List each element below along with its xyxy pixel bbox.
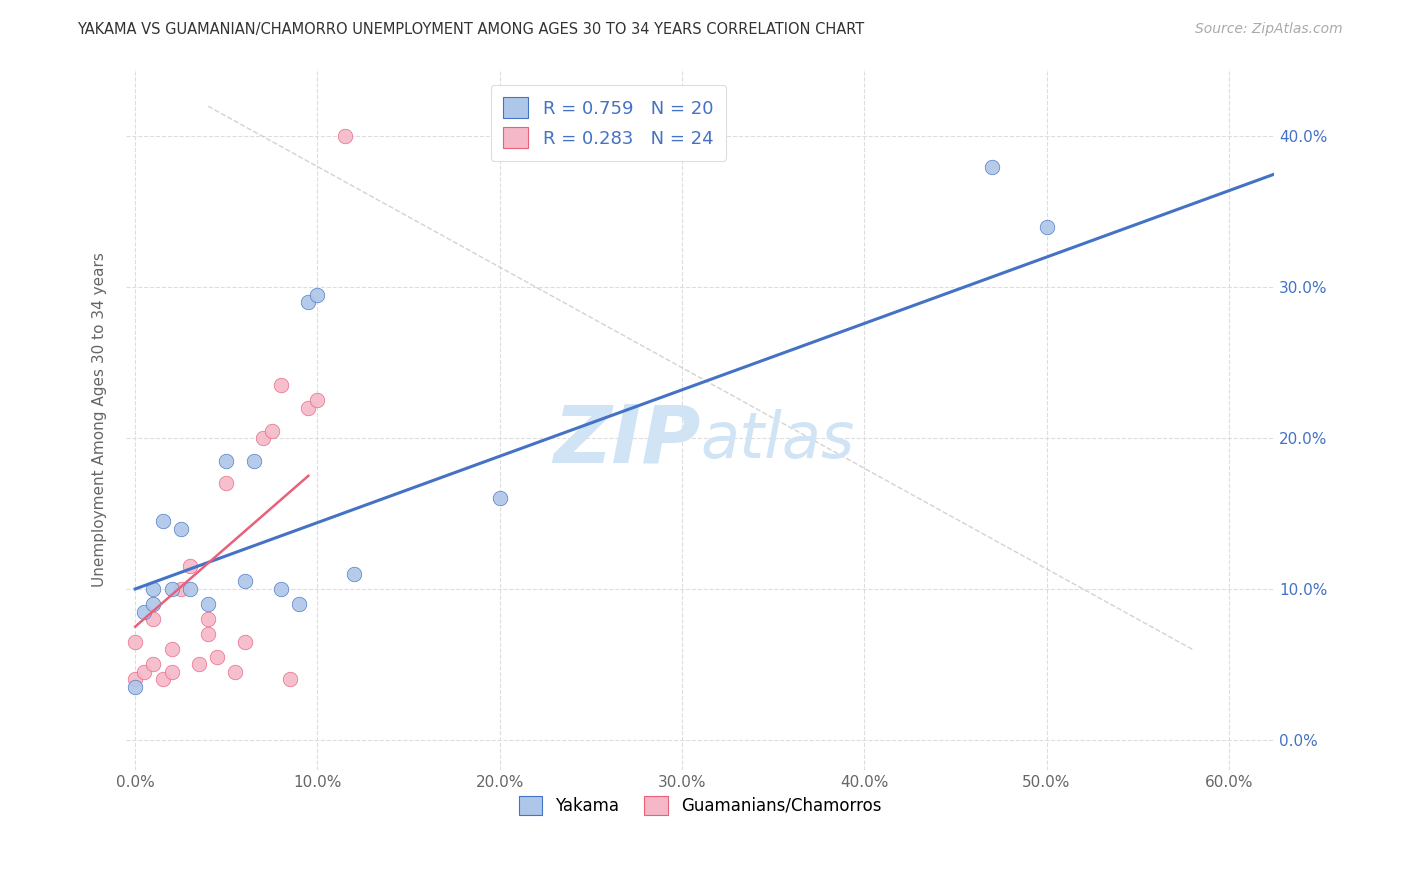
Point [197, 627, 219, 641]
Point [124, 673, 146, 687]
Point [288, 597, 311, 611]
Point [224, 665, 246, 679]
Point [333, 129, 356, 144]
Point [242, 454, 264, 468]
Point [152, 514, 174, 528]
Point [205, 649, 228, 664]
Point [134, 605, 156, 619]
Point [215, 476, 238, 491]
Point [307, 287, 329, 301]
Point [343, 566, 366, 581]
Y-axis label: Unemployment Among Ages 30 to 34 years: Unemployment Among Ages 30 to 34 years [93, 252, 107, 587]
Point [233, 574, 256, 589]
Point [278, 673, 301, 687]
Point [142, 657, 165, 672]
Point [124, 680, 146, 694]
Point [1035, 219, 1057, 234]
Point [160, 582, 183, 596]
Point [170, 522, 193, 536]
Point [307, 393, 329, 408]
Point [179, 582, 201, 596]
Point [160, 665, 183, 679]
Point [297, 295, 319, 310]
Point [233, 634, 256, 648]
Point [197, 597, 219, 611]
Legend: Yakama, Guamanians/Chamorros: Yakama, Guamanians/Chamorros [509, 786, 891, 825]
Point [134, 665, 156, 679]
Point [297, 401, 319, 415]
Text: Source: ZipAtlas.com: Source: ZipAtlas.com [1195, 22, 1343, 37]
Point [188, 657, 211, 672]
Point [170, 582, 193, 596]
Text: YAKAMA VS GUAMANIAN/CHAMORRO UNEMPLOYMENT AMONG AGES 30 TO 34 YEARS CORRELATION : YAKAMA VS GUAMANIAN/CHAMORRO UNEMPLOYMEN… [77, 22, 865, 37]
Point [142, 597, 165, 611]
Point [488, 491, 510, 506]
Point [179, 559, 201, 574]
Point [160, 642, 183, 657]
Point [142, 582, 165, 596]
Point [142, 612, 165, 626]
Point [270, 378, 292, 392]
Point [215, 454, 238, 468]
Point [270, 582, 292, 596]
Text: ZIP: ZIP [553, 401, 700, 479]
Text: atlas: atlas [700, 409, 855, 471]
Point [152, 673, 174, 687]
Point [980, 160, 1002, 174]
Point [260, 424, 283, 438]
Point [124, 634, 146, 648]
Point [252, 431, 274, 445]
Point [197, 612, 219, 626]
